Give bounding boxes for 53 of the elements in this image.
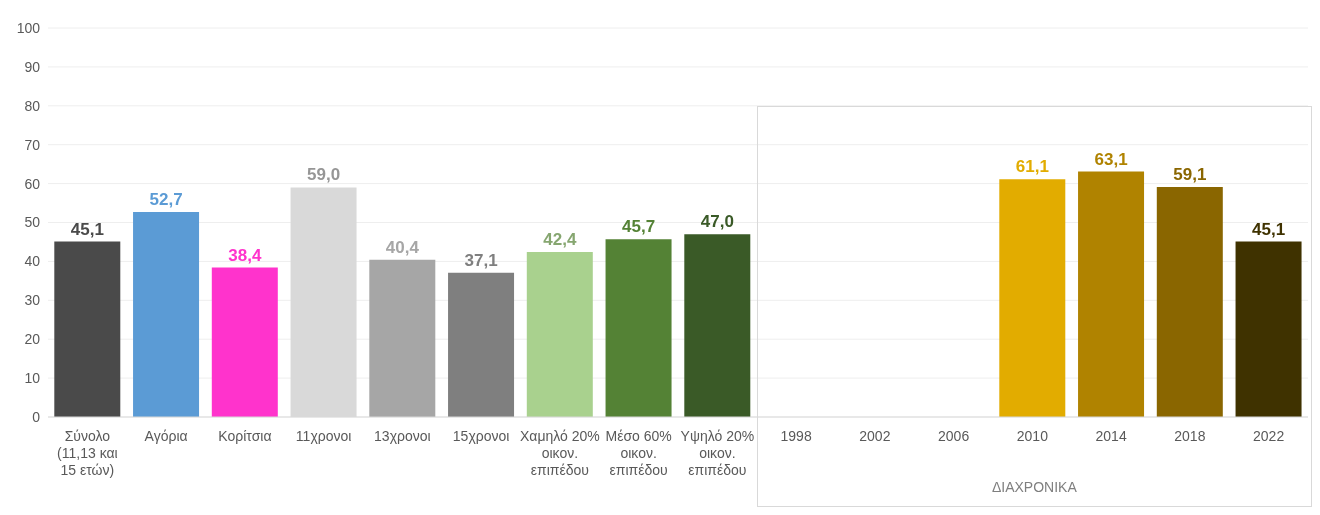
data-label: 37,1 (464, 250, 498, 270)
data-label: 42,4 (543, 230, 577, 250)
y-tick-label: 30 (24, 292, 41, 309)
data-label: 40,4 (385, 237, 420, 257)
x-tick-label: 2006 (938, 428, 970, 444)
y-tick-label: 60 (24, 175, 41, 192)
data-label: 59,0 (307, 165, 341, 185)
x-tick-label: Σύνολο (11,13 και 15 ετών) (57, 428, 118, 478)
data-label: 45,1 (1252, 219, 1286, 239)
bar (1078, 171, 1145, 417)
y-tick-label: 20 (24, 331, 41, 348)
data-label: 52,7 (149, 190, 183, 209)
text: ΔΙΑΧΡΟΝΙΚΑ (990, 479, 1078, 495)
y-tick-label: 100 (16, 19, 41, 36)
data-label: 38,4 (228, 245, 262, 265)
bar (999, 179, 1066, 417)
data-label: 47,0 (700, 212, 734, 232)
x-tick-label: 2022 (1253, 428, 1285, 444)
y-tick-label: 90 (24, 58, 41, 75)
x-tick-label: 2018 (1174, 428, 1206, 444)
x-tick-label: Μέσο 60% οικον. επιπέδου (605, 428, 672, 478)
bar (1156, 187, 1223, 417)
x-tick-label: 11χρονοι (295, 428, 352, 444)
bar (448, 272, 515, 417)
x-tick-label: 2010 (1016, 428, 1049, 444)
bar (1235, 241, 1302, 417)
bar (211, 267, 278, 417)
bar (684, 234, 751, 417)
y-tick-label: 10 (24, 370, 41, 387)
data-label: 63,1 (1094, 149, 1128, 169)
x-tick-label: 2014 (1095, 428, 1127, 444)
x-tick-label: 2002 (859, 428, 891, 444)
bar (526, 252, 593, 417)
bar (369, 259, 436, 417)
data-label: 45,1 (70, 219, 104, 239)
x-tick-label: Κορίτσια (218, 428, 272, 444)
x-tick-label: 1998 (780, 428, 812, 444)
data-label: 61,1 (1015, 157, 1049, 177)
x-tick-label: Υψηλό 20% οικον. επιπέδου (680, 428, 755, 478)
x-tick-label: 13χρονοι (374, 428, 431, 444)
data-label: 59,1 (1173, 165, 1207, 185)
x-tick-label: Χαμηλό 20% οικον. επιπέδου (519, 428, 600, 478)
x-tick-label: 15χρονοι (452, 428, 510, 444)
data-label: 45,7 (622, 217, 656, 237)
bar (605, 239, 672, 417)
bar (133, 212, 200, 417)
y-tick-label: 40 (24, 253, 41, 270)
bar (54, 241, 121, 417)
y-tick-label: 50 (24, 214, 41, 231)
x-tick-label: Αγόρια (144, 428, 188, 444)
y-tick-label: 80 (24, 97, 41, 114)
y-tick-label: 70 (24, 136, 41, 153)
y-tick-label: 0 (32, 408, 41, 425)
